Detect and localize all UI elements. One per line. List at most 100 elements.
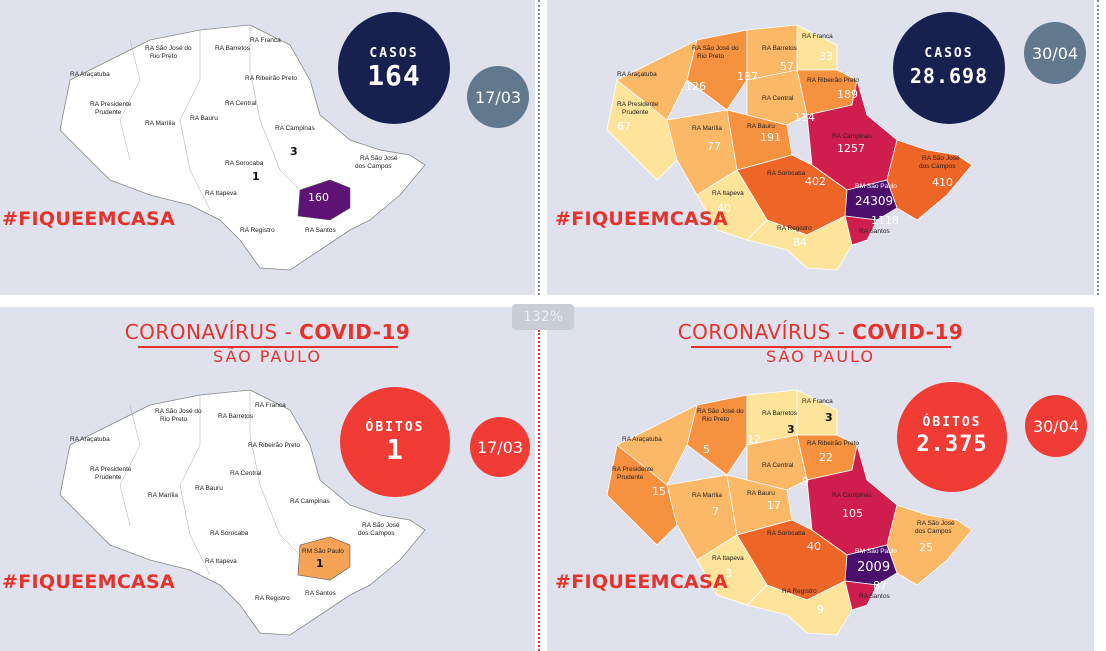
value-rmsp: 2009 <box>857 560 890 575</box>
map-deaths-3004: RA Araçatuba RA São José do Rio Preto RA… <box>606 389 973 636</box>
date-circle: 30/04 <box>1025 395 1087 457</box>
deaths-total: 2.375 <box>916 431 988 457</box>
value-aracatuba: 5 <box>703 443 710 456</box>
label-central: RA Central <box>762 462 794 469</box>
region-registro <box>746 215 853 271</box>
label-santos: RA Santos <box>859 228 890 235</box>
value-ribeirao: 189 <box>837 88 858 101</box>
label-campinas: RA Campinas <box>832 492 872 499</box>
zoom-indicator: 132% <box>512 304 574 330</box>
value-sjc: 410 <box>932 176 953 189</box>
panel-cases-3004: RA Araçatuba RA São José do Rio Preto RA… <box>547 0 1094 295</box>
region-rmsp <box>297 179 351 221</box>
label-itapeva: RA Itapeva <box>712 555 744 562</box>
panel-deaths-3004: CORONAVÍRUS - COVID-19 SÃO PAULO RA Araç… <box>547 307 1094 651</box>
label-campinas: RA Campinas <box>832 133 872 140</box>
region-sjrp <box>686 29 748 111</box>
region-rmsp <box>844 544 898 586</box>
page-subtitle: SÃO PAULO <box>765 347 875 366</box>
label-sorocaba: RA Sorocaba <box>225 160 264 167</box>
value-bauru: 17 <box>767 499 781 512</box>
label-rmsp: RM São Paulo <box>855 183 897 190</box>
deaths-label: ÓBITOS <box>365 419 425 435</box>
label-franca: RA Franca <box>255 402 286 409</box>
value-campinas: 105 <box>842 507 863 520</box>
label-registro: RA Registro <box>782 588 817 595</box>
date-label: 30/04 <box>1032 416 1080 436</box>
label-santos: RA Santos <box>305 590 336 597</box>
value-bauru: 191 <box>760 131 781 144</box>
label-sjc-2: dos Campos <box>915 528 952 535</box>
label-sjc-2: dos Campos <box>358 530 395 537</box>
value-campinas: 1257 <box>837 142 865 155</box>
region-bauru <box>726 474 793 536</box>
label-sjrp-1: RA São José do <box>692 45 739 52</box>
value-sjrp: 187 <box>737 70 758 83</box>
label-franca: RA Franca <box>802 33 833 40</box>
divider-dots <box>538 330 540 651</box>
label-sjc-1: RA São José <box>360 155 398 162</box>
label-marilia: RA Marília <box>692 492 722 499</box>
label-franca: RA Franca <box>250 37 281 44</box>
label-sjc-1: RA São José <box>917 520 955 527</box>
value-santos: 87 <box>873 579 887 592</box>
label-aracatuba: RA Araçatuba <box>617 71 657 78</box>
label-bauru: RA Bauru <box>747 490 775 497</box>
deaths-total: 1 <box>386 432 404 466</box>
label-campinas: RA Campinas <box>275 125 315 132</box>
region-rmsp <box>297 536 351 581</box>
region-bauru <box>726 109 793 171</box>
label-sjrp-2: Rio Preto <box>697 53 724 60</box>
divider-dots <box>1097 0 1099 295</box>
value-registro: 9 <box>817 603 824 616</box>
region-sjc <box>886 139 973 221</box>
value-itapeva: 40 <box>717 202 731 215</box>
cases-circle: CASOS 28.698 <box>893 12 1005 124</box>
label-barretos: RA Barretos <box>218 413 254 420</box>
value-sorocaba: 1 <box>252 170 260 183</box>
label-rmsp: RM São Paulo <box>855 548 897 555</box>
value-itapeva: 3 <box>725 567 732 580</box>
cases-total: 28.698 <box>909 63 989 88</box>
date-label: 30/04 <box>1031 43 1079 63</box>
label-pp-1: RA Presidente <box>617 101 659 108</box>
label-bauru: RA Bauru <box>190 115 218 122</box>
value-franca: 3 <box>825 411 833 424</box>
zoom-level: 132% <box>522 309 564 325</box>
label-pp-1: RA Presidente <box>90 466 132 473</box>
label-registro: RA Registro <box>255 595 290 602</box>
label-sjc-1: RA São José <box>922 155 960 162</box>
label-ribeirao: RA Ribeirão Preto <box>245 75 297 82</box>
label-itapeva: RA Itapeva <box>205 558 237 565</box>
label-bauru: RA Bauru <box>747 123 775 130</box>
label-sorocaba: RA Sorocaba <box>767 170 806 177</box>
label-aracatuba: RA Araçatuba <box>70 71 110 78</box>
panel-cases-1703: RA Araçatuba RA São José do Rio Preto RA… <box>0 0 535 295</box>
label-sjc-2: dos Campos <box>355 163 392 170</box>
label-sjrp-2: Rio Preto <box>160 416 187 423</box>
date-circle: 17/03 <box>467 66 529 128</box>
value-sjc: 25 <box>919 541 933 554</box>
value-central: 9 <box>802 475 809 488</box>
label-franca: RA Franca <box>802 398 833 405</box>
map-cases-3004: RA Araçatuba RA São José do Rio Preto RA… <box>606 24 973 271</box>
label-registro: RA Registro <box>240 227 275 234</box>
label-ribeirao: RA Ribeirão Preto <box>807 77 859 84</box>
date-circle: 17/03 <box>470 417 530 477</box>
title-strong: COVID-19 <box>852 320 964 344</box>
label-pp-1: RA Presidente <box>90 101 132 108</box>
label-aracatuba: RA Araçatuba <box>622 436 662 443</box>
value-rmsp: 1 <box>316 557 324 570</box>
value-marilia: 7 <box>712 505 719 518</box>
label-central: RA Central <box>230 470 262 477</box>
label-sjrp-1: RA São José do <box>697 408 744 415</box>
value-sjrp: 12 <box>747 433 761 446</box>
label-sjrp-1: RA São José do <box>155 408 202 415</box>
deaths-circle: ÓBITOS 1 <box>340 387 450 497</box>
value-pp: 67 <box>617 120 631 133</box>
label-pp-2: Prudente <box>622 109 649 116</box>
label-pp-1: RA Presidente <box>612 466 654 473</box>
title-prefix: CORONAVÍRUS - <box>677 320 853 344</box>
region-rmsp <box>844 179 898 221</box>
value-sorocaba: 40 <box>807 540 821 553</box>
